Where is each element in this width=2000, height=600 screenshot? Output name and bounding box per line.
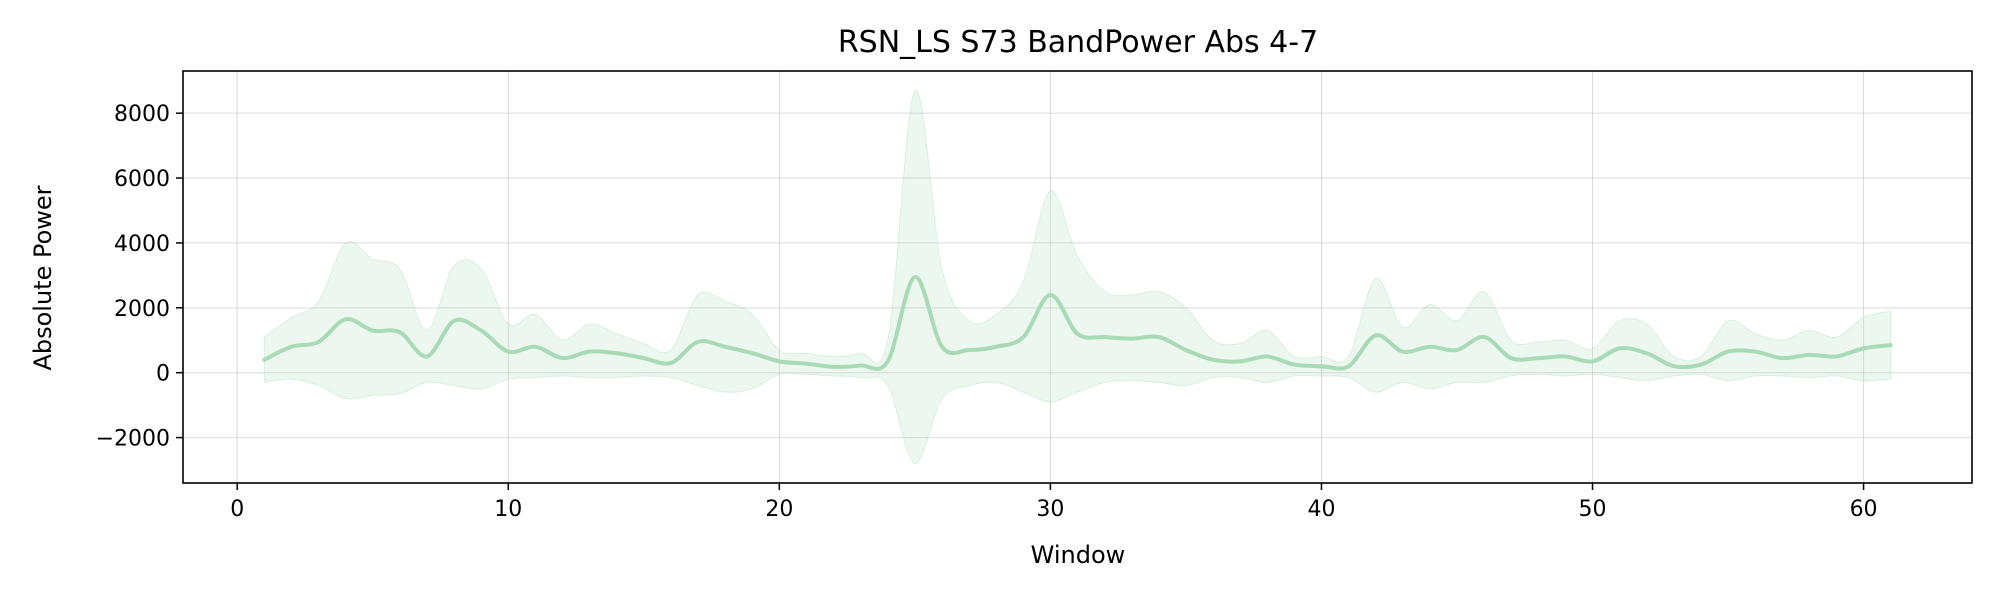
x-tick-label: 60 xyxy=(1850,497,1878,522)
x-tick-label: 30 xyxy=(1036,497,1064,522)
line-layer xyxy=(262,275,1893,371)
y-tick-label: −2000 xyxy=(96,427,170,452)
plot-frame xyxy=(182,70,1973,484)
y-axis-label: Absolute Power xyxy=(29,185,57,370)
x-tick-label: 0 xyxy=(230,497,244,522)
x-tick-label: 40 xyxy=(1307,497,1335,522)
chart-title: RSN_LS S73 BandPower Abs 4-7 xyxy=(838,25,1318,60)
y-tick-label: 0 xyxy=(156,362,170,387)
x-tick-label: 10 xyxy=(494,497,522,522)
y-tick-label: 2000 xyxy=(114,297,170,322)
y-axis: −2000 0 2000 4000 6000 8000 xyxy=(96,102,183,452)
x-tick-label: 20 xyxy=(765,497,793,522)
mean-line xyxy=(262,275,1893,371)
y-tick-label: 4000 xyxy=(114,232,170,257)
x-axis: 0 10 20 30 40 50 60 xyxy=(230,483,1878,522)
x-tick-label: 50 xyxy=(1579,497,1607,522)
std-band xyxy=(263,89,1892,465)
x-axis-label: Window xyxy=(1031,541,1126,569)
y-tick-label: 8000 xyxy=(114,102,170,127)
band-layer xyxy=(263,89,1892,465)
y-tick-label: 6000 xyxy=(114,167,170,192)
grid xyxy=(183,71,1972,483)
